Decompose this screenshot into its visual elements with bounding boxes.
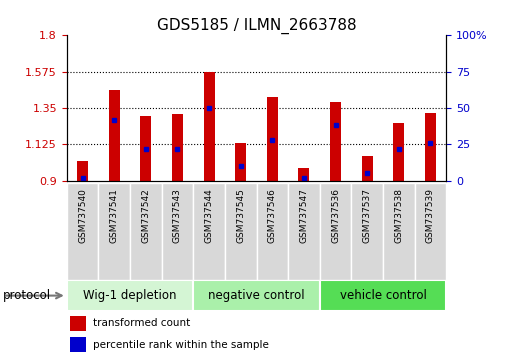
Text: GSM737539: GSM737539 xyxy=(426,188,435,244)
Bar xyxy=(330,102,341,181)
FancyBboxPatch shape xyxy=(162,183,193,280)
FancyBboxPatch shape xyxy=(67,280,193,311)
Text: GSM737543: GSM737543 xyxy=(173,188,182,243)
FancyBboxPatch shape xyxy=(288,183,320,280)
Text: Wig-1 depletion: Wig-1 depletion xyxy=(83,289,176,302)
FancyBboxPatch shape xyxy=(130,183,162,280)
Text: vehicle control: vehicle control xyxy=(340,289,426,302)
Text: GSM737547: GSM737547 xyxy=(300,188,308,243)
Text: percentile rank within the sample: percentile rank within the sample xyxy=(93,339,269,350)
Text: negative control: negative control xyxy=(208,289,305,302)
Bar xyxy=(425,113,436,181)
Bar xyxy=(70,316,86,331)
FancyBboxPatch shape xyxy=(225,183,256,280)
FancyBboxPatch shape xyxy=(351,183,383,280)
Bar xyxy=(299,169,309,181)
FancyBboxPatch shape xyxy=(193,183,225,280)
Text: transformed count: transformed count xyxy=(93,318,190,329)
Bar xyxy=(204,73,214,181)
FancyBboxPatch shape xyxy=(383,183,415,280)
FancyBboxPatch shape xyxy=(320,183,351,280)
Text: GSM737545: GSM737545 xyxy=(236,188,245,243)
Text: GSM737538: GSM737538 xyxy=(394,188,403,244)
Bar xyxy=(393,123,404,181)
Text: GSM737536: GSM737536 xyxy=(331,188,340,244)
Bar xyxy=(70,337,86,352)
FancyBboxPatch shape xyxy=(256,183,288,280)
Title: GDS5185 / ILMN_2663788: GDS5185 / ILMN_2663788 xyxy=(156,18,357,34)
Text: GSM737540: GSM737540 xyxy=(78,188,87,243)
Bar xyxy=(235,143,246,181)
FancyBboxPatch shape xyxy=(67,183,98,280)
Bar xyxy=(140,116,151,181)
FancyBboxPatch shape xyxy=(320,280,446,311)
Text: GSM737546: GSM737546 xyxy=(268,188,277,243)
Bar xyxy=(109,90,120,181)
Text: GSM737537: GSM737537 xyxy=(363,188,372,244)
Text: GSM737541: GSM737541 xyxy=(110,188,119,243)
Bar xyxy=(172,114,183,181)
FancyBboxPatch shape xyxy=(415,183,446,280)
Text: protocol: protocol xyxy=(3,289,51,302)
Text: GSM737544: GSM737544 xyxy=(205,188,213,243)
Text: GSM737542: GSM737542 xyxy=(141,188,150,243)
Bar xyxy=(267,97,278,181)
FancyBboxPatch shape xyxy=(193,280,320,311)
Bar xyxy=(362,156,373,181)
FancyBboxPatch shape xyxy=(98,183,130,280)
Bar xyxy=(77,161,88,181)
